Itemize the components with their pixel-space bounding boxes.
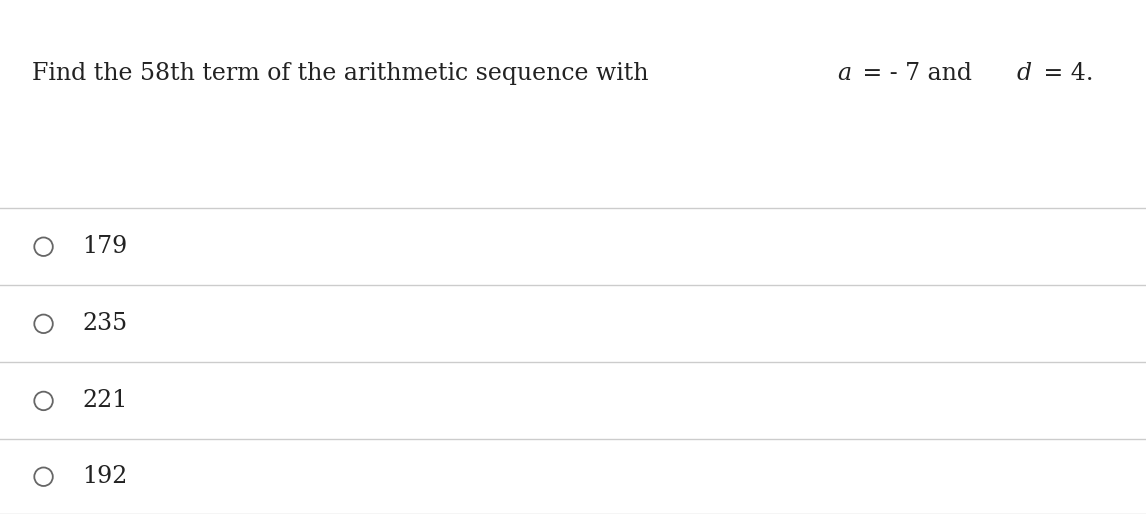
Text: 192: 192	[83, 465, 128, 488]
Text: a: a	[838, 62, 851, 85]
Text: d: d	[1017, 62, 1031, 85]
Text: 179: 179	[83, 235, 127, 258]
Text: 221: 221	[83, 390, 128, 412]
Text: = - 7 and: = - 7 and	[855, 62, 980, 85]
Text: 235: 235	[83, 313, 127, 335]
Text: = 4.: = 4.	[1036, 62, 1093, 85]
Text: Find the 58th term of the arithmetic sequence with: Find the 58th term of the arithmetic seq…	[32, 62, 657, 85]
